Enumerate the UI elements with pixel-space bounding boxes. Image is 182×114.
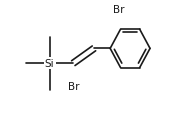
- Text: Br: Br: [112, 5, 124, 15]
- Text: Br: Br: [68, 81, 79, 91]
- Text: Si: Si: [45, 59, 54, 69]
